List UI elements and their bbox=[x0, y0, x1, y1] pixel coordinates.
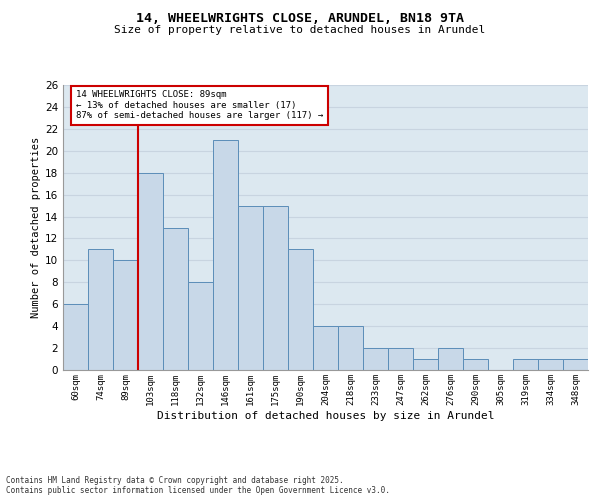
Bar bbox=[188, 282, 213, 370]
Bar bbox=[63, 304, 88, 370]
Bar bbox=[388, 348, 413, 370]
Bar bbox=[288, 250, 313, 370]
Text: Size of property relative to detached houses in Arundel: Size of property relative to detached ho… bbox=[115, 25, 485, 35]
Bar bbox=[463, 359, 488, 370]
Bar bbox=[88, 250, 113, 370]
Bar bbox=[563, 359, 588, 370]
Text: 14 WHEELWRIGHTS CLOSE: 89sqm
← 13% of detached houses are smaller (17)
87% of se: 14 WHEELWRIGHTS CLOSE: 89sqm ← 13% of de… bbox=[76, 90, 323, 120]
Bar bbox=[413, 359, 438, 370]
Text: 14, WHEELWRIGHTS CLOSE, ARUNDEL, BN18 9TA: 14, WHEELWRIGHTS CLOSE, ARUNDEL, BN18 9T… bbox=[136, 12, 464, 26]
Bar bbox=[113, 260, 138, 370]
Bar bbox=[363, 348, 388, 370]
Bar bbox=[513, 359, 538, 370]
Bar bbox=[213, 140, 238, 370]
Bar bbox=[263, 206, 288, 370]
Y-axis label: Number of detached properties: Number of detached properties bbox=[31, 137, 41, 318]
Bar bbox=[538, 359, 563, 370]
Bar bbox=[138, 172, 163, 370]
Text: Contains HM Land Registry data © Crown copyright and database right 2025.: Contains HM Land Registry data © Crown c… bbox=[6, 476, 344, 485]
Bar bbox=[238, 206, 263, 370]
X-axis label: Distribution of detached houses by size in Arundel: Distribution of detached houses by size … bbox=[157, 410, 494, 420]
Bar bbox=[338, 326, 363, 370]
Bar bbox=[163, 228, 188, 370]
Text: Contains public sector information licensed under the Open Government Licence v3: Contains public sector information licen… bbox=[6, 486, 390, 495]
Bar bbox=[438, 348, 463, 370]
Bar bbox=[313, 326, 338, 370]
